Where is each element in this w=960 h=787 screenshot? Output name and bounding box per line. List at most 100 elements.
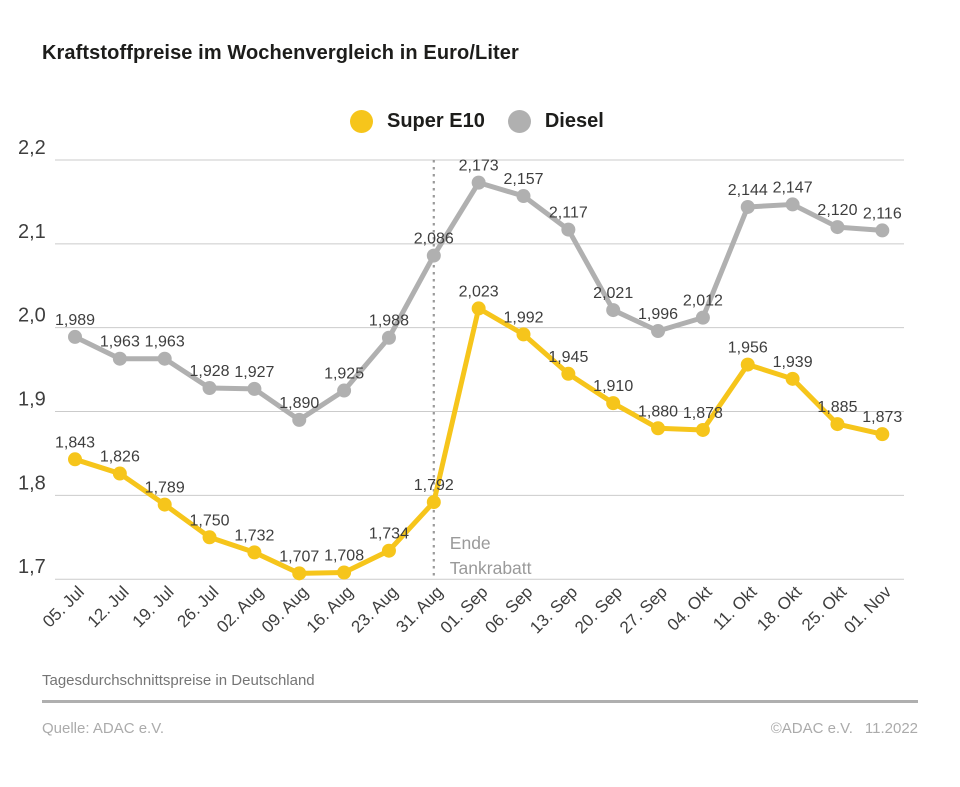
diesel-point	[292, 412, 307, 427]
x-axis-tick-label: 11. Okt	[709, 582, 760, 633]
diesel-value-label: 2,147	[773, 179, 813, 196]
diesel-value-label: 2,120	[817, 202, 857, 219]
x-axis-tick-label: 05. Jul	[39, 582, 88, 631]
super-e10-value-label: 1,750	[190, 512, 230, 529]
diesel-value-label: 1,996	[638, 306, 678, 323]
diesel-point	[516, 189, 531, 204]
annotation-text: Ende	[450, 533, 491, 553]
diesel-value-label: 1,963	[100, 334, 140, 351]
y-axis-tick-label: 2,0	[18, 305, 46, 327]
x-axis-tick-label: 18. Okt	[753, 582, 805, 634]
super-e10-value-label: 1,910	[593, 378, 633, 395]
chart-legend: Super E10 Diesel	[350, 110, 604, 133]
super-e10-value-label: 1,956	[728, 340, 768, 357]
diesel-value-label: 2,012	[683, 293, 723, 310]
diesel-value-label: 2,086	[414, 231, 454, 248]
diesel-point	[606, 303, 621, 318]
super-e10-value-label: 1,945	[548, 349, 588, 366]
diesel-point	[785, 197, 800, 212]
x-axis-tick-label: 13. Sep	[526, 582, 581, 637]
super-e10-point	[740, 357, 755, 372]
super-e10-point	[202, 530, 217, 545]
super-e10-point	[875, 427, 890, 442]
diesel-point	[651, 324, 666, 339]
footer-divider	[42, 700, 918, 703]
super-e10-point	[561, 366, 576, 381]
diesel-point	[68, 329, 82, 344]
legend-marker-diesel-icon	[507, 110, 531, 133]
diesel-point	[740, 199, 755, 214]
diesel-value-label: 2,144	[728, 182, 768, 199]
x-axis-tick-label: 23. Aug	[348, 582, 402, 636]
legend-item-super-e10: Super E10	[350, 110, 485, 133]
super-e10-point	[68, 452, 82, 467]
x-axis-tick-label: 09. Aug	[258, 582, 312, 636]
super-e10-value-label: 1,873	[862, 409, 902, 426]
x-axis-tick-label: 04. Okt	[664, 582, 716, 634]
diesel-point	[695, 310, 710, 325]
super-e10-point	[157, 497, 172, 512]
diesel-point	[157, 351, 172, 366]
x-axis-tick-label: 02. Aug	[213, 582, 267, 636]
super-e10-point	[247, 545, 262, 560]
chart-title: Kraftstoffpreise im Wochenvergleich in E…	[42, 42, 519, 64]
x-axis-tick-label: 16. Aug	[303, 582, 357, 636]
diesel-point	[875, 223, 890, 238]
annotation-text: Tankrabatt	[450, 558, 532, 578]
super-e10-value-label: 1,789	[145, 480, 185, 497]
diesel-value-label: 2,021	[593, 285, 633, 302]
super-e10-point	[112, 466, 127, 481]
x-axis-tick-label: 01. Nov	[840, 582, 895, 637]
super-e10-value-label: 1,826	[100, 449, 140, 466]
super-e10-point	[381, 543, 396, 558]
diesel-value-label: 1,988	[369, 313, 409, 330]
diesel-point	[381, 330, 396, 345]
chart-footnote: Tagesdurchschnittspreise in Deutschland	[42, 672, 315, 689]
x-axis-tick-label: 27. Sep	[616, 582, 671, 637]
super-e10-point	[606, 396, 621, 411]
super-e10-value-label: 1,878	[683, 405, 723, 422]
super-e10-point	[471, 301, 486, 316]
super-e10-value-label: 1,939	[773, 354, 813, 371]
diesel-point	[112, 351, 127, 366]
diesel-point	[471, 175, 486, 190]
source-credit: Quelle: ADAC e.V.	[42, 720, 165, 737]
super-e10-value-label: 1,792	[414, 477, 454, 494]
legend-label-super-e10: Super E10	[387, 110, 485, 132]
diesel-point	[337, 383, 352, 398]
y-axis-tick-label: 1,8	[18, 472, 46, 494]
legend-marker-super-e10-icon	[350, 110, 373, 133]
x-axis-tick-label: 06. Sep	[481, 582, 536, 637]
x-axis-tick-label: 01. Sep	[437, 582, 492, 637]
diesel-value-label: 2,116	[863, 205, 902, 222]
diesel-value-label: 2,117	[549, 205, 588, 222]
diesel-point	[561, 222, 576, 237]
y-axis-tick-label: 2,1	[18, 221, 46, 243]
copyright-date: 11.2022	[864, 720, 918, 737]
diesel-value-label: 1,928	[190, 363, 230, 380]
super-e10-point	[830, 417, 845, 432]
super-e10-point	[292, 566, 307, 581]
y-axis-tick-label: 1,7	[18, 556, 46, 578]
super-e10-value-label: 1,880	[638, 403, 678, 420]
super-e10-value-label: 1,707	[279, 548, 319, 565]
super-e10-point	[785, 371, 800, 386]
super-e10-point	[516, 327, 531, 342]
copyright-owner: ©ADAC e.V.	[770, 720, 853, 737]
diesel-point	[202, 381, 217, 396]
diesel-value-label: 2,157	[503, 171, 543, 188]
super-e10-point	[426, 495, 441, 510]
super-e10-value-label: 1,885	[817, 399, 857, 416]
super-e10-value-label: 1,708	[324, 547, 364, 564]
x-axis-tick-label: 12. Jul	[84, 582, 133, 631]
x-axis-tick-label: 31. Aug	[392, 582, 446, 636]
copyright: ©ADAC e.V. 11.2022	[771, 720, 918, 737]
legend-item-diesel: Diesel	[507, 110, 604, 133]
super-e10-point	[695, 422, 710, 437]
diesel-line	[72, 180, 885, 423]
diesel-value-label: 1,927	[234, 364, 274, 381]
y-axis-tick-label: 1,9	[18, 389, 46, 411]
diesel-point	[426, 248, 441, 263]
